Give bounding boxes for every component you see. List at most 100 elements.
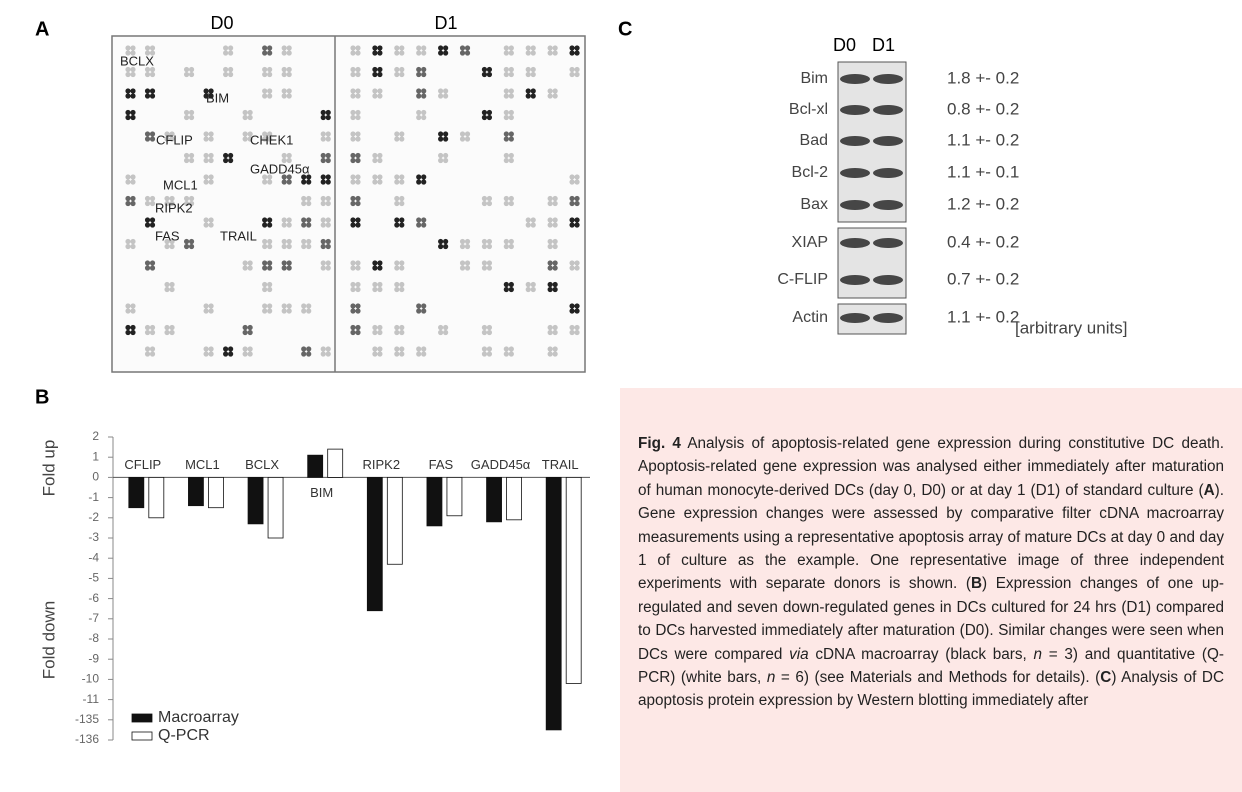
array-spot <box>482 115 487 120</box>
array-spot <box>164 244 169 249</box>
array-spot <box>326 131 331 136</box>
array-spot <box>203 179 208 184</box>
array-spot <box>548 45 553 50</box>
array-spot <box>574 45 579 50</box>
array-spot <box>526 287 531 292</box>
array-spot <box>130 88 135 93</box>
bar <box>507 477 522 519</box>
array-spot <box>189 153 194 158</box>
array-spot <box>487 346 492 351</box>
array-spot <box>421 308 426 313</box>
array-spot <box>394 325 399 330</box>
array-spot <box>287 308 292 313</box>
array-spot <box>164 282 169 287</box>
array-spot <box>416 72 421 77</box>
array-spot <box>416 174 421 179</box>
array-spot <box>169 287 174 292</box>
array-spot <box>355 153 360 158</box>
array-spot <box>350 158 355 163</box>
array-spot <box>262 308 267 313</box>
array-spot <box>125 303 130 308</box>
y-tick-label: -8 <box>88 631 99 645</box>
array-spot <box>487 330 492 335</box>
array-spot <box>526 67 531 72</box>
array-spot <box>169 282 174 287</box>
x-tick-label: GADD45α <box>471 457 531 472</box>
protein-label: Bcl-2 <box>792 164 829 181</box>
array-spot <box>145 265 150 270</box>
array-spot <box>267 308 272 313</box>
array-spot <box>150 330 155 335</box>
legend-label: Q-PCR <box>158 727 210 744</box>
array-spot <box>350 265 355 270</box>
array-spot <box>548 239 553 244</box>
array-spot <box>416 179 421 184</box>
array-spot <box>184 239 189 244</box>
array-spot <box>548 88 553 93</box>
array-spot <box>189 244 194 249</box>
bar <box>248 477 263 523</box>
array-spot <box>482 239 487 244</box>
array-spot <box>509 346 514 351</box>
array-spot <box>569 303 574 308</box>
array-spot <box>399 351 404 356</box>
array-spot <box>526 72 531 77</box>
array-spot <box>372 282 377 287</box>
ratio-label: 1.8 +- 0.2 <box>947 68 1019 87</box>
array-spot <box>301 346 306 351</box>
array-spot <box>465 131 470 136</box>
array-spot <box>574 308 579 313</box>
array-spot <box>267 239 272 244</box>
array-spot <box>130 93 135 98</box>
array-spot <box>321 131 326 136</box>
array-spot <box>394 282 399 287</box>
y-tick-label: -9 <box>88 651 99 665</box>
array-spot <box>321 196 326 201</box>
array-spot <box>130 201 135 206</box>
array-spot <box>321 110 326 115</box>
array-spot <box>377 179 382 184</box>
array-spot <box>125 179 130 184</box>
array-spot <box>248 346 253 351</box>
array-spot <box>569 72 574 77</box>
array-spot <box>267 217 272 222</box>
array-spot <box>262 222 267 227</box>
array-spot <box>228 45 233 50</box>
gene-label: BCLX <box>120 53 154 68</box>
array-spot <box>509 67 514 72</box>
array-spot <box>487 201 492 206</box>
array-spot <box>553 239 558 244</box>
array-spot <box>443 325 448 330</box>
array-spot <box>531 50 536 55</box>
array-spot <box>125 45 130 50</box>
array-spot <box>203 136 208 141</box>
y-tick-label: -11 <box>83 692 100 706</box>
array-spot <box>248 330 253 335</box>
array-spot <box>394 136 399 141</box>
array-spot <box>321 222 326 227</box>
array-spot <box>569 201 574 206</box>
array-spot <box>421 303 426 308</box>
array-spot <box>531 287 536 292</box>
array-spot <box>203 131 208 136</box>
array-spot <box>326 265 331 270</box>
blot-band <box>873 136 903 146</box>
array-spot <box>326 179 331 184</box>
lane-label: D1 <box>872 35 895 55</box>
array-spot <box>509 50 514 55</box>
caption-run: Fig. 4 <box>638 435 681 452</box>
array-spot <box>355 88 360 93</box>
array-spot <box>355 287 360 292</box>
array-spot <box>377 330 382 335</box>
array-spot <box>372 174 377 179</box>
array-spot <box>248 325 253 330</box>
array-spot <box>350 115 355 120</box>
array-spot <box>504 67 509 72</box>
array-spot <box>184 67 189 72</box>
array-spot <box>569 265 574 270</box>
caption-run: n <box>1034 646 1043 663</box>
protein-label: Bax <box>800 196 828 213</box>
array-spot <box>355 325 360 330</box>
array-spot <box>372 67 377 72</box>
array-spot <box>399 282 404 287</box>
